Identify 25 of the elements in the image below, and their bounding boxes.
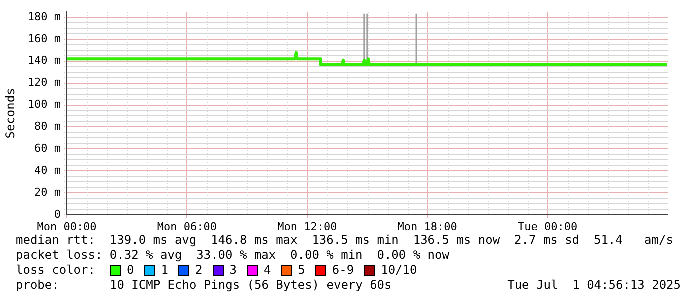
y-tick-label: 180 m (28, 10, 62, 24)
text: packet loss: 0.32 % avg 33.00 % max 0.00 % min 0.00 % now (16, 248, 450, 263)
y-tick-label: 120 m (28, 76, 62, 90)
text: 4 (264, 263, 272, 278)
y-tick-label: 80 m (34, 120, 62, 134)
text: probe: (16, 278, 60, 293)
text: 6-9 (332, 263, 354, 278)
text: 3 (230, 263, 237, 278)
text: Tue Jul 1 04:56:13 2025 (508, 278, 681, 293)
text: 10/10 (381, 263, 418, 278)
text: 2 (195, 263, 203, 278)
y-tick-label: 100 m (28, 98, 62, 112)
text: 5 (298, 263, 306, 278)
text: 1 (161, 263, 168, 278)
y-tick-label: 140 m (28, 54, 62, 68)
text: median rtt: 139.0 ms avg 146.8 ms max 136.5 ms min 136.5 ms now 2.7 ms sd 51.4 am/s (16, 233, 674, 248)
y-tick-label: 20 m (34, 186, 62, 199)
y-tick-label: 40 m (34, 164, 62, 177)
y-tick-label: 60 m (34, 142, 62, 156)
y-axis-title: Seconds (3, 88, 18, 139)
y-tick-label: 0 (54, 208, 61, 221)
text: loss color: (16, 263, 96, 278)
text: 10 ICMP Echo Pings (56 Bytes) every 60s (110, 278, 393, 293)
y-tick-label: 160 m (28, 32, 62, 46)
text: 0 (127, 263, 134, 278)
